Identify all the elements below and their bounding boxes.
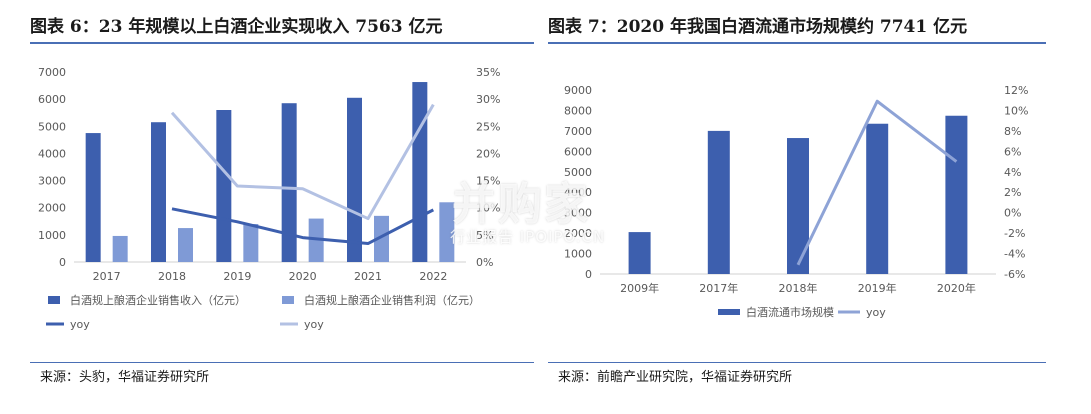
y-tick-label: 4000 xyxy=(564,186,592,199)
y2-tick-label: 15% xyxy=(476,175,500,188)
legend-swatch xyxy=(48,296,60,304)
y2-tick-label: -6% xyxy=(1004,268,1025,281)
y-tick-label: 3000 xyxy=(38,175,66,188)
revenue-bar xyxy=(216,110,232,262)
y-tick-label: 0 xyxy=(585,268,592,281)
y-tick-label: 5000 xyxy=(38,120,66,133)
y2-tick-label: 0% xyxy=(1004,207,1021,220)
profit-bar xyxy=(374,215,389,262)
profit-yoy-line xyxy=(170,103,435,221)
y2-tick-label: 25% xyxy=(476,120,500,133)
y-tick-label: 7000 xyxy=(564,125,592,138)
revenue-yoy-line xyxy=(171,207,435,246)
legend-swatch xyxy=(282,296,294,304)
legend-label: 白酒规上酿酒企业销售利润（亿元） xyxy=(304,293,480,307)
y2-tick-label: 10% xyxy=(476,202,500,215)
legend-label: yoy xyxy=(70,318,90,331)
source-rule-left xyxy=(30,362,534,363)
x-tick-label: 2020年 xyxy=(937,281,976,295)
revenue-bar xyxy=(281,103,297,262)
y-tick-label: 1000 xyxy=(564,248,592,261)
market-yoy-line xyxy=(796,99,958,266)
y2-tick-label: 2% xyxy=(1004,186,1021,199)
y-tick-label: 4000 xyxy=(38,147,66,160)
revenue-profit-chart: 0 1000 2000 3000 4000 5000 6000 7000 0% 5% 10% 15% 2… xyxy=(38,66,500,331)
profit-bar xyxy=(178,228,193,262)
title-rule-right xyxy=(548,42,1046,44)
y-tick-label: 3000 xyxy=(564,207,592,220)
market-size-bar xyxy=(707,130,730,274)
source-rule-right xyxy=(548,362,1046,363)
y-tick-label: 6000 xyxy=(38,93,66,106)
y2-tick-label: 8% xyxy=(1004,125,1021,138)
revenue-bar xyxy=(151,122,166,262)
x-tick-label: 2019 xyxy=(223,270,251,283)
market-size-bar xyxy=(945,115,968,274)
legend-swatch xyxy=(718,309,740,315)
x-tick-label: 2017 xyxy=(93,270,121,283)
y2-tick-label: 20% xyxy=(476,147,500,160)
y-tick-label: 7000 xyxy=(38,66,66,79)
y2-tick-label: -2% xyxy=(1004,227,1025,240)
legend-label: 白酒规上酿酒企业销售收入（亿元） xyxy=(70,293,246,307)
market-size-bar xyxy=(787,138,809,274)
y2-tick-label: 30% xyxy=(476,93,500,106)
profit-bar xyxy=(112,235,128,262)
y-tick-label: 1000 xyxy=(38,229,66,242)
market-size-bar xyxy=(866,123,889,274)
x-tick-label: 2022 xyxy=(419,270,447,283)
y2-tick-label: 0% xyxy=(476,256,493,269)
x-tick-label: 2009年 xyxy=(620,281,659,295)
source-left: 来源：头豹，华福证券研究所 xyxy=(40,370,210,385)
y2-tick-label: 35% xyxy=(476,66,500,79)
legend-label: 白酒流通市场规模 xyxy=(746,305,834,319)
revenue-bar xyxy=(412,82,428,262)
y2-tick-label: -4% xyxy=(1004,248,1025,261)
chart-title-right: 图表 7：2020 年我国白酒流通市场规模约 7741 亿元 xyxy=(548,17,968,37)
x-tick-label: 2018 xyxy=(158,270,186,283)
y2-tick-label: 6% xyxy=(1004,145,1021,158)
y-tick-label: 5000 xyxy=(564,166,592,179)
x-tick-label: 2021 xyxy=(354,270,382,283)
market-size-bar xyxy=(628,232,651,274)
legend-label: yoy xyxy=(304,318,324,331)
revenue-bar xyxy=(347,97,362,263)
y-tick-label: 0 xyxy=(59,256,66,269)
y2-tick-label: 4% xyxy=(1004,166,1021,179)
y2-tick-label: 10% xyxy=(1004,104,1028,117)
y2-tick-label: 12% xyxy=(1004,84,1028,97)
x-tick-label: 2018年 xyxy=(779,281,818,295)
y-tick-label: 6000 xyxy=(564,145,592,158)
profit-bar xyxy=(439,202,455,262)
profit-bar xyxy=(243,224,259,262)
y-tick-label: 2000 xyxy=(38,202,66,215)
x-tick-label: 2020 xyxy=(289,270,317,283)
y-tick-label: 9000 xyxy=(564,84,592,97)
x-tick-label: 2017年 xyxy=(699,281,738,295)
x-tick-label: 2019年 xyxy=(858,281,897,295)
y-tick-label: 2000 xyxy=(564,227,592,240)
revenue-bar xyxy=(85,133,101,262)
y2-tick-label: 5% xyxy=(476,229,493,242)
title-rule-left xyxy=(30,42,534,44)
y-tick-label: 8000 xyxy=(564,104,592,117)
chart-title-left: 图表 6：23 年规模以上白酒企业实现收入 7563 亿元 xyxy=(30,17,443,37)
legend-label: yoy xyxy=(866,306,886,319)
source-right: 来源：前瞻产业研究院，华福证券研究所 xyxy=(558,370,793,385)
market-size-chart: 0 1000 2000 3000 4000 5000 6000 7000 8000 9000 -6%… xyxy=(564,84,1028,319)
